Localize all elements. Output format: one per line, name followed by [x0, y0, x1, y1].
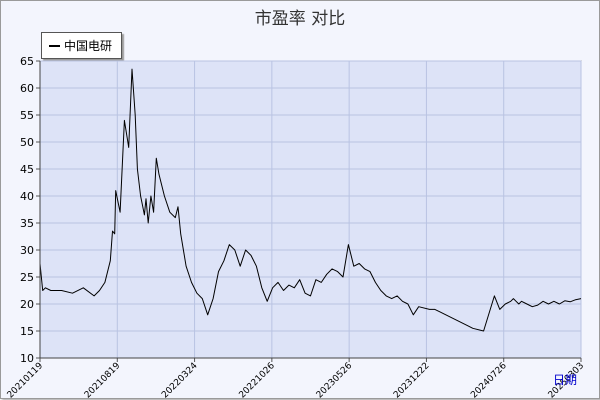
y-tick-label: 20 [20, 298, 34, 311]
x-tick-label: 20240726 [469, 361, 509, 400]
x-tick-label: 20220324 [160, 361, 200, 400]
y-tick-label: 65 [20, 55, 34, 68]
legend-swatch [49, 45, 60, 47]
y-tick-label: 50 [20, 136, 34, 149]
legend-label: 中国电研 [64, 39, 113, 53]
x-tick-label: 20230526 [315, 361, 355, 400]
y-tick-label: 10 [20, 352, 34, 365]
legend: 中国电研 [41, 32, 122, 59]
y-tick-label: 40 [20, 190, 34, 203]
x-axis-unit: 日期 [553, 373, 578, 387]
chart-title: 市盈率 对比 [254, 9, 346, 29]
y-tick-label: 55 [20, 109, 34, 122]
y-tick-label: 45 [20, 163, 34, 176]
x-tick-label: 20221026 [238, 361, 278, 400]
series-line [39, 68, 582, 332]
y-tick-label: 60 [20, 82, 34, 95]
x-tick-label: 20210819 [83, 361, 123, 400]
plot-area [39, 60, 582, 359]
y-tick-label: 25 [20, 271, 34, 284]
x-tick-label: 20231222 [392, 361, 431, 400]
y-tick-label: 15 [20, 325, 34, 338]
x-tick-label: 20210119 [6, 361, 46, 400]
y-tick-label: 30 [20, 244, 34, 257]
y-tick-label: 35 [20, 217, 34, 230]
